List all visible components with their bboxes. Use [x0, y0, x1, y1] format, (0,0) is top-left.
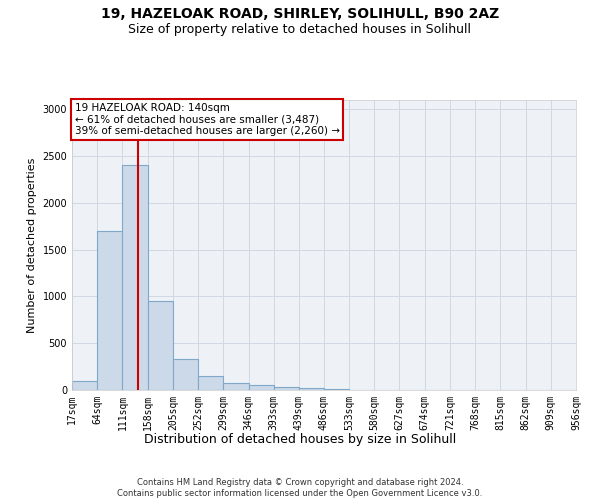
Text: 19, HAZELOAK ROAD, SHIRLEY, SOLIHULL, B90 2AZ: 19, HAZELOAK ROAD, SHIRLEY, SOLIHULL, B9…	[101, 8, 499, 22]
Bar	[97, 231, 122, 390]
Bar	[299, 388, 324, 390]
Bar	[148, 301, 173, 390]
Text: Distribution of detached houses by size in Solihull: Distribution of detached houses by size …	[144, 432, 456, 446]
Bar	[173, 359, 198, 390]
Bar	[248, 386, 274, 390]
Bar	[223, 383, 248, 390]
Bar	[274, 387, 299, 390]
Bar	[324, 389, 349, 390]
Bar	[198, 376, 223, 390]
Bar	[122, 166, 148, 390]
Text: Size of property relative to detached houses in Solihull: Size of property relative to detached ho…	[128, 22, 472, 36]
Bar	[72, 380, 97, 390]
Text: Contains HM Land Registry data © Crown copyright and database right 2024.
Contai: Contains HM Land Registry data © Crown c…	[118, 478, 482, 498]
Y-axis label: Number of detached properties: Number of detached properties	[27, 158, 37, 332]
Text: 19 HAZELOAK ROAD: 140sqm
← 61% of detached houses are smaller (3,487)
39% of sem: 19 HAZELOAK ROAD: 140sqm ← 61% of detach…	[74, 103, 340, 136]
